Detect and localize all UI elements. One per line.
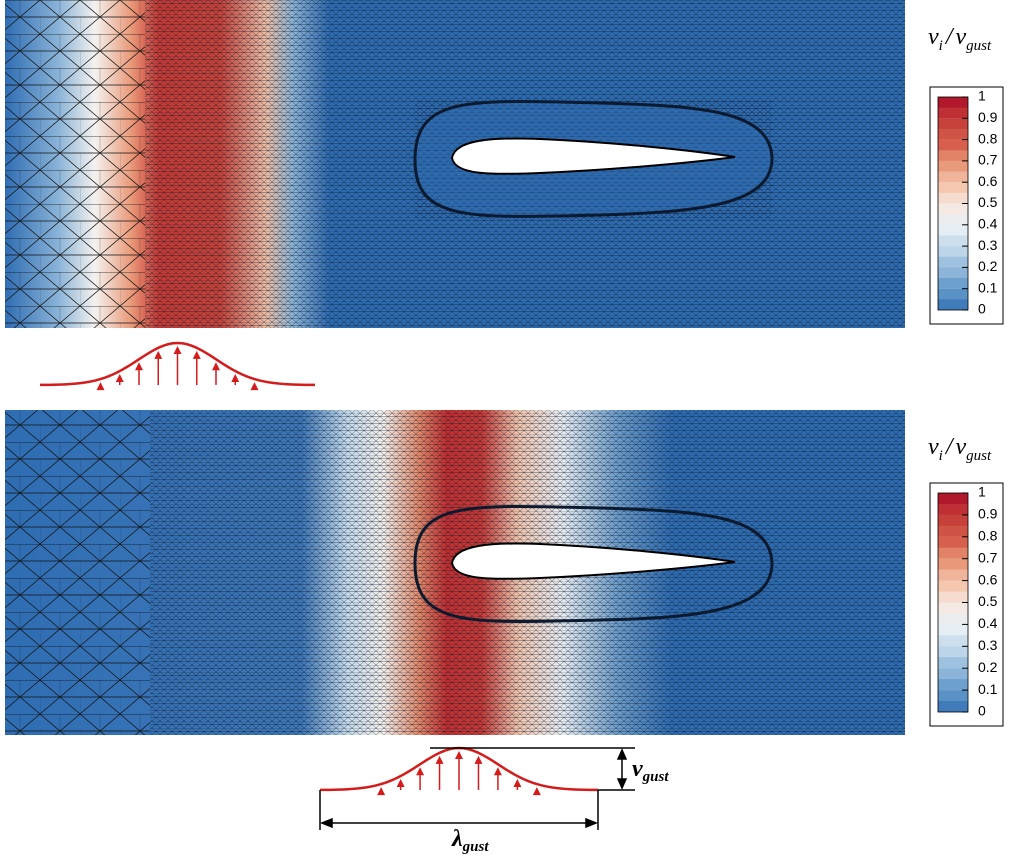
colorbar-label: 1: [978, 484, 986, 500]
gust-arrow-head: [493, 767, 502, 776]
colorbar-label: 0.7: [978, 152, 998, 168]
gust-arrow-head: [377, 787, 386, 796]
colorbar-label: 0: [978, 703, 986, 719]
legend-title: vi / vgust: [928, 434, 992, 464]
colorbar-label: 0: [978, 301, 986, 317]
colorbar-label: 1: [978, 88, 986, 104]
colorbar-swatch: [938, 192, 968, 204]
colorbar-swatch: [938, 657, 968, 669]
legend-title-numerator-sub: i: [939, 448, 943, 464]
gust-arrow-head: [474, 755, 483, 764]
legend-title-numerator-sub: i: [939, 38, 943, 54]
colorbar-swatch: [938, 171, 968, 183]
colorbar-swatch: [938, 503, 968, 515]
legend-title: vi / vgust: [928, 24, 992, 54]
gust-arrow-head: [154, 350, 163, 359]
colorbar-swatch: [938, 235, 968, 247]
gust-dimensions: [319, 747, 635, 830]
colorbar-swatch: [938, 128, 968, 140]
gust-arrow-head: [231, 374, 240, 383]
colorbar-label: 0.5: [978, 194, 998, 210]
colorbar-label: 0.4: [978, 615, 998, 631]
gust-curve: [39, 341, 316, 387]
colorbar-swatch: [938, 214, 968, 225]
colorbar-label: 0.1: [978, 681, 998, 697]
colorbar-label: 0.3: [978, 237, 998, 253]
colorbar-swatch: [938, 591, 968, 603]
amplitude-label: vgust: [632, 756, 669, 785]
colorbar-label: 0.8: [978, 528, 998, 544]
colorbar-label: 0.6: [978, 571, 998, 587]
field-bottom: [5, 410, 905, 735]
colorbar-swatch: [938, 256, 968, 268]
gust-arrow-head: [173, 346, 182, 354]
legend-title-separator: /: [944, 24, 955, 50]
colorbar-label: 0.2: [978, 258, 998, 274]
field-top: [5, 0, 905, 328]
amplitude-symbol: v: [632, 756, 643, 782]
colorbar-swatch: [938, 547, 968, 559]
colorbar-label: 0.1: [978, 279, 998, 295]
legend-title-denominator: v: [956, 434, 967, 460]
gust-arrow-head: [513, 779, 522, 788]
colorbar-label: 0.9: [978, 109, 998, 125]
colorbar-swatch: [938, 150, 968, 161]
legend-title-separator: /: [944, 434, 955, 460]
legend-title-denominator-sub: gust: [966, 38, 992, 54]
amplitude-sub: gust: [642, 769, 670, 785]
colorbar-label: 0.4: [978, 216, 998, 232]
gust-arrow-head: [532, 787, 541, 796]
colorbar-label: 0.7: [978, 549, 998, 565]
colorbar-label: 0.3: [978, 637, 998, 653]
wavelength-label: λgust: [451, 826, 489, 855]
colorbar-swatch: [938, 278, 968, 289]
legend-title-denominator: v: [956, 24, 967, 50]
colorbar-swatch: [938, 701, 968, 712]
gust-arrow-head: [396, 779, 405, 788]
gust-arrow-head: [435, 755, 444, 764]
gust-arrow-head: [192, 350, 201, 359]
colorbar-swatch: [938, 569, 968, 581]
colorbar-label: 0.8: [978, 130, 998, 146]
colorbar-label: 0.9: [978, 506, 998, 522]
colorbar-swatch: [938, 679, 968, 691]
colorbar-label: 0.5: [978, 593, 998, 609]
colorbar-label: 0.2: [978, 659, 998, 675]
gust-arrow-head: [135, 362, 143, 371]
colorbar-swatch: [938, 613, 968, 625]
wavelength-symbol: λ: [451, 826, 463, 852]
colorbar-swatch: [938, 107, 968, 119]
gust-arrow-head: [212, 362, 220, 371]
gust-arrow-head: [250, 382, 259, 391]
legend-title-numerator: v: [928, 24, 939, 50]
colorbar-label: 0.6: [978, 173, 998, 189]
gust-arrow-head: [115, 374, 124, 383]
colorbar-swatch: [938, 525, 968, 537]
gust-arrow-head: [416, 767, 425, 776]
colorbar-swatch: [938, 299, 968, 310]
gust-arrow-head: [455, 751, 463, 759]
gust-arrow-head: [96, 382, 105, 391]
legend-title-denominator-sub: gust: [966, 448, 992, 464]
colorbar-swatch: [938, 635, 968, 647]
wavelength-sub: gust: [462, 839, 490, 855]
legend-title-numerator: v: [928, 434, 939, 460]
